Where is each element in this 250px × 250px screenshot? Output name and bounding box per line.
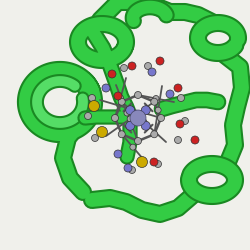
Circle shape <box>114 150 122 158</box>
Circle shape <box>114 92 122 100</box>
Circle shape <box>144 62 152 70</box>
Circle shape <box>128 62 136 70</box>
Circle shape <box>120 64 128 71</box>
Circle shape <box>174 136 182 143</box>
Circle shape <box>84 112 91 119</box>
Circle shape <box>96 126 108 138</box>
Circle shape <box>156 57 164 65</box>
Circle shape <box>124 164 132 172</box>
Circle shape <box>141 119 147 125</box>
Circle shape <box>154 160 162 168</box>
Circle shape <box>174 84 182 92</box>
Circle shape <box>155 107 161 113</box>
Circle shape <box>124 110 130 116</box>
Circle shape <box>128 166 136 173</box>
Circle shape <box>127 116 133 122</box>
Circle shape <box>108 70 116 78</box>
Circle shape <box>92 134 98 141</box>
Circle shape <box>126 106 135 115</box>
Circle shape <box>102 84 110 92</box>
Circle shape <box>176 120 184 128</box>
Circle shape <box>153 96 159 102</box>
Circle shape <box>118 131 125 138</box>
Circle shape <box>134 92 141 98</box>
Circle shape <box>151 98 158 105</box>
Circle shape <box>191 136 199 144</box>
Circle shape <box>126 121 135 130</box>
Circle shape <box>166 90 174 98</box>
Circle shape <box>141 121 150 130</box>
Circle shape <box>136 156 147 168</box>
Circle shape <box>151 131 158 138</box>
Circle shape <box>158 114 164 121</box>
Circle shape <box>182 118 188 124</box>
Circle shape <box>88 100 100 112</box>
Circle shape <box>134 138 141 144</box>
Circle shape <box>128 106 134 112</box>
Circle shape <box>118 98 125 105</box>
Circle shape <box>130 110 146 126</box>
Circle shape <box>112 114 118 121</box>
Circle shape <box>178 94 184 102</box>
Circle shape <box>150 158 158 166</box>
Circle shape <box>130 144 136 150</box>
Circle shape <box>141 106 150 115</box>
Circle shape <box>148 68 156 76</box>
Circle shape <box>118 95 124 101</box>
Circle shape <box>88 94 96 102</box>
